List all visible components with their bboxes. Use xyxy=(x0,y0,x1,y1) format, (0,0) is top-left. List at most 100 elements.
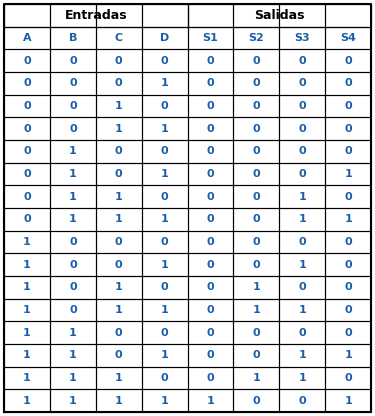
Text: 0: 0 xyxy=(344,146,352,156)
Text: 0: 0 xyxy=(69,237,76,247)
Text: 0: 0 xyxy=(298,56,306,66)
Text: 1: 1 xyxy=(69,169,76,179)
Text: 0: 0 xyxy=(298,328,306,338)
Text: 0: 0 xyxy=(207,101,214,111)
Text: 0: 0 xyxy=(69,56,76,66)
Text: C: C xyxy=(115,33,123,43)
Text: 0: 0 xyxy=(207,169,214,179)
Text: 0: 0 xyxy=(207,350,214,360)
Text: 1: 1 xyxy=(252,282,260,292)
Text: 1: 1 xyxy=(115,101,123,111)
Text: 0: 0 xyxy=(298,282,306,292)
Text: 0: 0 xyxy=(207,237,214,247)
Text: 0: 0 xyxy=(252,78,260,88)
Text: 1: 1 xyxy=(298,305,306,315)
Text: 0: 0 xyxy=(69,124,76,134)
Text: Salidas: Salidas xyxy=(254,9,304,22)
Text: 1: 1 xyxy=(160,169,168,179)
Text: 1: 1 xyxy=(23,396,31,406)
Text: 0: 0 xyxy=(23,192,31,202)
Text: 1: 1 xyxy=(115,305,123,315)
Text: 0: 0 xyxy=(252,192,260,202)
Text: 0: 0 xyxy=(69,78,76,88)
Text: 1: 1 xyxy=(23,282,31,292)
Text: 0: 0 xyxy=(23,214,31,224)
Text: 0: 0 xyxy=(252,260,260,270)
Text: 0: 0 xyxy=(161,328,168,338)
Text: 0: 0 xyxy=(69,101,76,111)
Text: 0: 0 xyxy=(69,282,76,292)
Text: 1: 1 xyxy=(298,192,306,202)
Text: 0: 0 xyxy=(252,169,260,179)
Text: 1: 1 xyxy=(344,169,352,179)
Text: 0: 0 xyxy=(207,373,214,383)
Text: 0: 0 xyxy=(298,78,306,88)
Text: 0: 0 xyxy=(115,350,123,360)
Text: S2: S2 xyxy=(248,33,264,43)
Text: 0: 0 xyxy=(23,146,31,156)
Text: 0: 0 xyxy=(115,56,123,66)
Text: 0: 0 xyxy=(344,124,352,134)
Text: 1: 1 xyxy=(344,214,352,224)
Text: S3: S3 xyxy=(294,33,310,43)
Text: 0: 0 xyxy=(344,237,352,247)
Text: 0: 0 xyxy=(298,237,306,247)
Text: 0: 0 xyxy=(298,169,306,179)
Text: 1: 1 xyxy=(207,396,214,406)
Text: 0: 0 xyxy=(207,78,214,88)
Text: S4: S4 xyxy=(340,33,356,43)
Text: 0: 0 xyxy=(115,169,123,179)
Text: 1: 1 xyxy=(252,373,260,383)
Text: 0: 0 xyxy=(344,192,352,202)
Text: 1: 1 xyxy=(160,305,168,315)
Text: 0: 0 xyxy=(161,101,168,111)
Text: 1: 1 xyxy=(69,350,76,360)
Text: 1: 1 xyxy=(69,373,76,383)
Text: 1: 1 xyxy=(69,192,76,202)
Text: 0: 0 xyxy=(344,305,352,315)
Text: 0: 0 xyxy=(344,282,352,292)
Text: 1: 1 xyxy=(69,146,76,156)
Text: 0: 0 xyxy=(207,260,214,270)
Text: 0: 0 xyxy=(344,373,352,383)
Text: 0: 0 xyxy=(298,124,306,134)
Text: 0: 0 xyxy=(207,192,214,202)
Text: 1: 1 xyxy=(69,214,76,224)
Text: 0: 0 xyxy=(252,350,260,360)
Text: 1: 1 xyxy=(344,350,352,360)
Text: 1: 1 xyxy=(298,260,306,270)
Text: 1: 1 xyxy=(23,237,31,247)
Text: D: D xyxy=(160,33,169,43)
Text: 0: 0 xyxy=(115,146,123,156)
Text: 0: 0 xyxy=(252,396,260,406)
Text: 0: 0 xyxy=(161,282,168,292)
Text: 0: 0 xyxy=(252,237,260,247)
Text: 1: 1 xyxy=(23,260,31,270)
Text: 0: 0 xyxy=(161,146,168,156)
Text: 1: 1 xyxy=(115,282,123,292)
Text: 1: 1 xyxy=(160,350,168,360)
Text: 1: 1 xyxy=(115,396,123,406)
Text: 0: 0 xyxy=(23,56,31,66)
Text: 1: 1 xyxy=(252,305,260,315)
Text: 0: 0 xyxy=(115,237,123,247)
Text: 0: 0 xyxy=(23,124,31,134)
Text: 1: 1 xyxy=(23,373,31,383)
Text: 1: 1 xyxy=(298,350,306,360)
Text: 1: 1 xyxy=(115,124,123,134)
Text: 0: 0 xyxy=(252,124,260,134)
Text: 0: 0 xyxy=(344,328,352,338)
Text: 0: 0 xyxy=(207,124,214,134)
Text: 0: 0 xyxy=(207,282,214,292)
Text: 1: 1 xyxy=(160,78,168,88)
Text: 1: 1 xyxy=(160,396,168,406)
Text: 1: 1 xyxy=(115,214,123,224)
Text: 1: 1 xyxy=(115,192,123,202)
Text: 0: 0 xyxy=(207,146,214,156)
Text: 0: 0 xyxy=(344,56,352,66)
Text: 0: 0 xyxy=(161,237,168,247)
Text: 0: 0 xyxy=(161,192,168,202)
Text: 1: 1 xyxy=(160,260,168,270)
Text: 0: 0 xyxy=(207,328,214,338)
Text: 1: 1 xyxy=(69,328,76,338)
